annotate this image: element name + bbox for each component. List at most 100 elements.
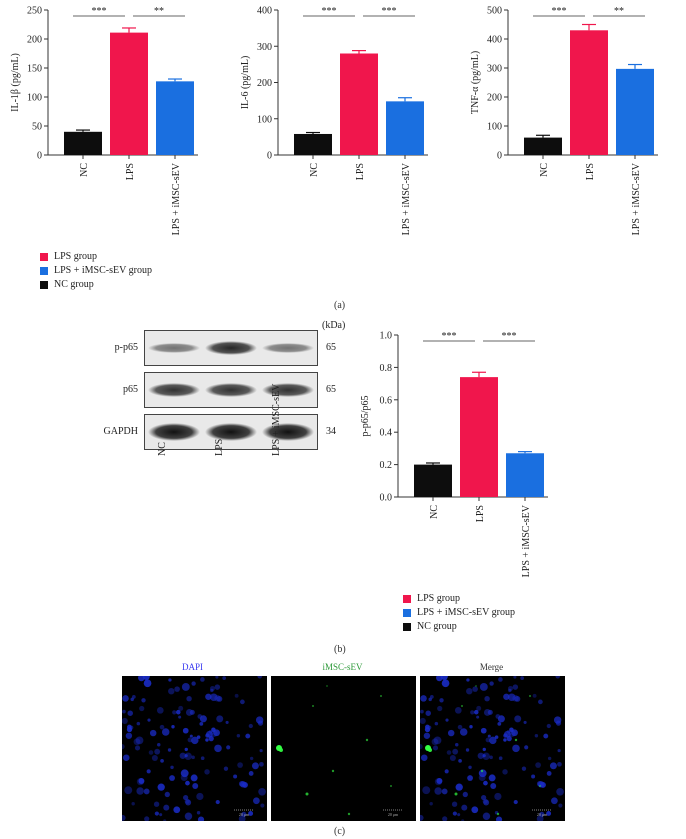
x-tick-label: LPS <box>355 163 366 180</box>
significance-label: ** <box>154 6 164 17</box>
legend-item-ev: LPS + iMSC-sEV group <box>403 606 515 620</box>
green-signal <box>312 705 314 707</box>
nucleus <box>431 738 439 746</box>
nucleus <box>210 688 214 693</box>
nucleus <box>441 788 448 795</box>
nucleus <box>164 791 170 798</box>
y-tick-label: 1.0 <box>380 331 393 342</box>
nucleus <box>508 729 516 738</box>
green-signal <box>305 792 309 796</box>
nucleus <box>446 750 452 755</box>
nucleus <box>476 715 480 719</box>
nucleus <box>462 791 468 798</box>
green-signal <box>529 695 531 697</box>
blot-row-label: p-p65 <box>114 342 138 353</box>
nucleus <box>535 762 541 768</box>
nucleus <box>196 792 204 801</box>
nucleus <box>422 786 431 795</box>
nucleus <box>458 759 462 763</box>
nucleus <box>154 748 161 755</box>
y-tick-label: 400 <box>487 35 502 46</box>
nucleus <box>170 765 174 770</box>
nucleus <box>442 679 447 684</box>
y-tick-label: 100 <box>487 122 502 133</box>
significance-label: *** <box>442 331 457 342</box>
nucleus <box>482 798 488 804</box>
nucleus <box>253 797 260 805</box>
nucleus <box>131 802 135 806</box>
nucleus <box>259 749 263 753</box>
significance-label: *** <box>552 6 567 17</box>
nucleus <box>481 794 487 801</box>
il1b-chart: 0 50 100 150 200 250 IL-1β (pg/mL) NC LPS LPS + i… <box>10 6 198 235</box>
x-tick-label: NC <box>429 505 440 519</box>
x-tick-label: LPS <box>125 163 136 180</box>
x-tick-label: LPS <box>585 163 596 180</box>
nucleus <box>543 733 549 739</box>
y-tick-label: 300 <box>487 64 502 75</box>
y-tick-label: 0.2 <box>380 460 393 471</box>
nucleus <box>445 718 449 722</box>
merge-title: Merge <box>479 662 504 672</box>
y-tick-label: 0 <box>37 151 42 162</box>
x-tick-label: LPS + iMSC-sEV <box>171 162 182 235</box>
nucleus <box>153 801 160 807</box>
significance-label: *** <box>502 331 517 342</box>
nucleus <box>484 695 490 702</box>
nucleus <box>147 718 151 722</box>
blot-band <box>205 383 257 397</box>
nucleus <box>423 732 431 739</box>
significance-label: *** <box>92 6 107 17</box>
nucleus <box>159 813 163 817</box>
nucleus <box>454 706 462 714</box>
panel-b-legend: LPS group LPS + iMSC-sEV group NC group <box>403 592 515 634</box>
y-tick-label: 150 <box>27 64 42 75</box>
nucleus <box>483 799 490 806</box>
x-tick-label: NC <box>79 163 90 177</box>
y-tick-label: 0.4 <box>380 428 393 439</box>
nucleus <box>555 676 561 679</box>
nucleus <box>179 752 186 759</box>
green-signal <box>514 738 518 742</box>
blot-band <box>262 343 314 353</box>
x-tick-label: NC <box>309 163 320 177</box>
panel-b-label: (b) <box>334 644 346 655</box>
blot-strip <box>144 372 318 408</box>
nucleus <box>503 693 510 700</box>
nucleus <box>174 686 180 692</box>
y-tick-label: 250 <box>27 6 42 17</box>
nucleus <box>122 709 126 714</box>
nucleus <box>470 710 475 715</box>
nucleus <box>240 699 245 705</box>
nucleus <box>558 803 563 808</box>
nucleus <box>136 787 144 795</box>
blot-lane-label: LPS <box>214 438 225 456</box>
nucleus <box>474 709 479 715</box>
blot-kda-value: 34 <box>326 426 336 437</box>
nucleus <box>482 747 486 752</box>
blot-kda-value: 65 <box>326 384 336 395</box>
legend-text: LPS group <box>54 251 98 262</box>
legend-swatch-lps <box>40 253 48 261</box>
y-axis-label: p-p65/p65 <box>360 395 371 436</box>
bar <box>460 377 498 497</box>
nucleus <box>251 762 259 770</box>
nucleus <box>216 715 224 723</box>
nucleus <box>216 696 223 702</box>
bar <box>110 32 148 156</box>
nucleus <box>245 733 251 739</box>
nucleus <box>483 708 491 716</box>
nucleus <box>495 816 503 821</box>
nucleus <box>168 678 172 682</box>
blot-kda-value: 65 <box>326 342 336 353</box>
nucleus <box>200 756 205 761</box>
legend-swatch-ev <box>403 609 411 617</box>
nucleus <box>161 728 170 736</box>
blot-row-label: p65 <box>123 384 138 395</box>
bar <box>64 131 102 155</box>
nucleus <box>234 693 239 698</box>
nucleus <box>144 816 150 821</box>
nucleus <box>441 679 450 688</box>
legend-swatch-nc <box>403 623 411 631</box>
nucleus <box>233 774 238 779</box>
